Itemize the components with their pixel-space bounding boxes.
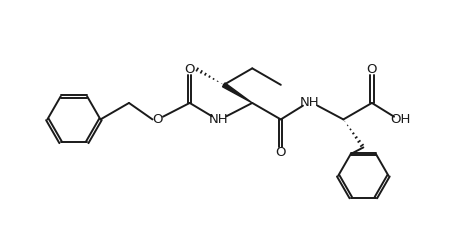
Text: NH: NH — [300, 96, 319, 109]
Text: O: O — [367, 63, 377, 76]
Text: O: O — [185, 63, 195, 76]
Text: O: O — [152, 113, 163, 126]
Polygon shape — [223, 83, 252, 103]
Text: O: O — [275, 146, 286, 159]
Text: NH: NH — [208, 113, 228, 126]
Text: OH: OH — [390, 113, 411, 126]
